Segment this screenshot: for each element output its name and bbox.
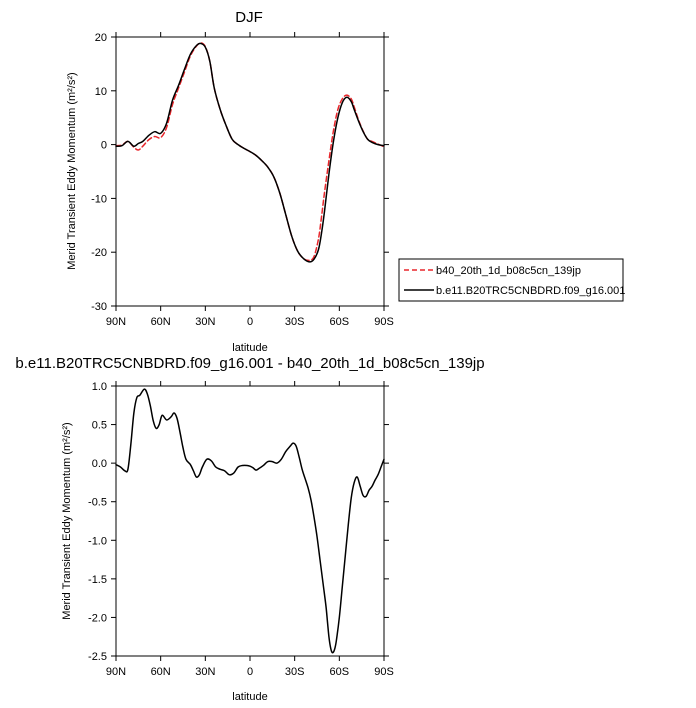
x-tick-label: 30S [285,666,305,678]
y-tick-label: 20 [95,32,107,44]
y-tick-label: 0.0 [92,458,107,470]
x-tick-label: 60N [151,666,171,678]
x-tick-label: 0 [247,316,253,328]
x-tick-label: 90S [374,316,394,328]
y-tick-label: 1.0 [92,381,107,393]
x-tick-label: 60S [330,316,350,328]
y-tick-label: 0.5 [92,420,107,432]
series-line-dashed [115,42,385,262]
x-tick-label: 30N [195,316,215,328]
bottom-y-axis-label: Merid Transient Eddy Momentum (m²/s²) [61,422,73,619]
bottom-plot-frame [115,385,385,657]
top-panel-title: DJF [235,9,263,26]
x-tick-label: 30S [285,316,305,328]
series-line-solid [115,42,385,263]
y-tick-label: 10 [95,86,107,98]
bottom-x-axis-label: latitude [232,691,267,703]
y-tick-label: -2.0 [88,612,107,624]
x-tick-label: 0 [247,666,253,678]
series-line-solid [115,388,385,654]
x-tick-label: 60N [151,316,171,328]
legend: b40_20th_1d_b08c5cn_139jp b.e11.B20TRC5C… [398,258,625,302]
y-tick-label: -30 [91,301,107,313]
top-panel: DJF 90N 60N 30N 0 30S 60S 90S 20 10 0 -10 -20 -30 la… [66,9,625,354]
top-ticks-group: 90N 60N 30N 0 30S 60S 90S 20 10 0 -10 -20 -30 [91,32,394,328]
x-tick-label: 90S [374,666,394,678]
top-series-group [115,42,385,263]
legend-box [398,258,624,302]
y-tick-label: -1.0 [88,535,107,547]
bottom-ticks-group: 90N 60N 30N 0 30S 60S 90S 1.0 0.5 0.0 -0.5 -1.0 -1.5… [88,381,394,678]
y-tick-label: -2.5 [88,651,107,663]
x-tick-label: 30N [195,666,215,678]
y-tick-label: -20 [91,247,107,259]
y-tick-label: -1.5 [88,574,107,586]
y-tick-label: -10 [91,193,107,205]
y-tick-label: 0 [101,140,107,152]
x-tick-label: 90N [106,666,126,678]
bottom-panel-title: b.e11.B20TRC5CNBDRD.f09_g16.001 - b40_20… [15,355,484,372]
bottom-series-group [115,388,385,654]
x-tick-label: 60S [330,666,350,678]
x-tick-label: 90N [106,316,126,328]
legend-entry-b40: b40_20th_1d_b08c5cn_139jp [436,265,581,277]
top-plot-frame [115,36,385,307]
top-y-axis-label: Merid Transient Eddy Momentum (m²/s²) [66,72,78,269]
y-tick-label: -0.5 [88,497,107,509]
legend-entry-b-e11: b.e11.B20TRC5CNBDRD.f09_g16.001 [436,285,625,297]
top-x-axis-label: latitude [232,342,267,354]
bottom-panel: b.e11.B20TRC5CNBDRD.f09_g16.001 - b40_20… [15,355,484,703]
